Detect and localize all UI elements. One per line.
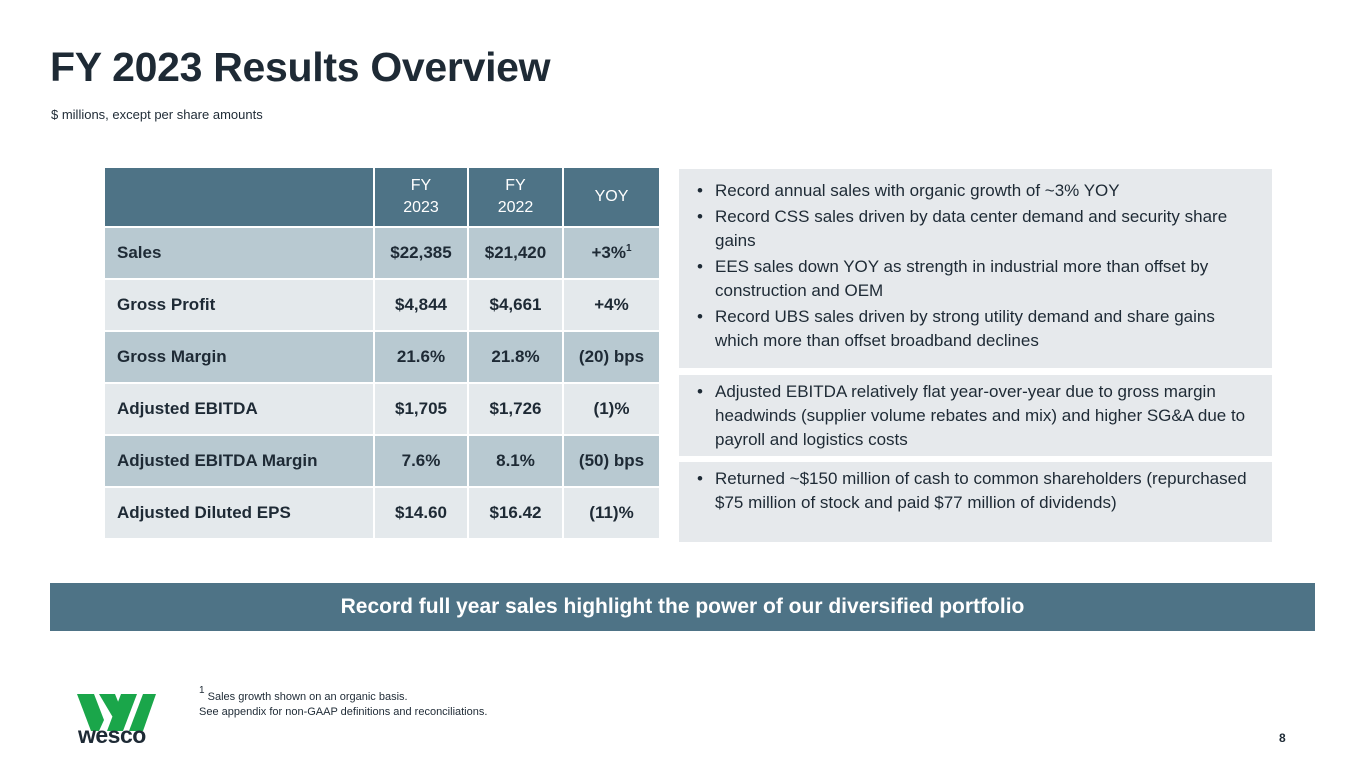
cell-fy2023: 21.6% [375, 332, 467, 382]
cell-fy2023: $4,844 [375, 280, 467, 330]
cell-fy2022: $16.42 [469, 488, 562, 538]
cell-yoy: (1)% [564, 384, 659, 434]
bullet-item: EES sales down YOY as strength in indust… [697, 255, 1258, 303]
row-label: Gross Margin [105, 332, 373, 382]
table-row-adjusted-diluted-eps: Adjusted Diluted EPS $14.60 $16.42 (11)% [105, 488, 659, 538]
page-number: 8 [1279, 731, 1286, 745]
table-row-gross-margin: Gross Margin 21.6% 21.8% (20) bps [105, 332, 659, 382]
header-fy2022-line2: 2022 [497, 199, 534, 216]
cell-yoy: +4% [564, 280, 659, 330]
cell-fy2023: 7.6% [375, 436, 467, 486]
header-fy2023-line1: FY [410, 177, 432, 194]
cell-fy2023: $14.60 [375, 488, 467, 538]
footnote: 1 Sales growth shown on an organic basis… [199, 683, 487, 720]
header-fy2022: FY 2022 [469, 168, 562, 226]
table-row-sales: Sales $22,385 $21,420 +3%1 [105, 228, 659, 278]
wesco-logo-icon [77, 694, 156, 731]
bullet-item: Returned ~$150 million of cash to common… [697, 467, 1258, 515]
cell-fy2023: $22,385 [375, 228, 467, 278]
ebitda-commentary-panel: Adjusted EBITDA relatively flat year-ove… [679, 375, 1272, 456]
table-header-corner [105, 168, 373, 226]
cell-yoy-value: +3% [591, 243, 626, 262]
bullet-item: Record CSS sales driven by data center d… [697, 205, 1258, 253]
row-label: Gross Profit [105, 280, 373, 330]
footnote-line-1: 1 Sales growth shown on an organic basis… [199, 683, 487, 705]
header-fy2023-line2: 2023 [403, 199, 439, 216]
cell-fy2022: $21,420 [469, 228, 562, 278]
row-label: Adjusted Diluted EPS [105, 488, 373, 538]
sales-commentary-panel: Record annual sales with organic growth … [679, 169, 1272, 368]
results-table: FY 2023 FY 2022 YOY Sales $22,385 $21,420 … [103, 166, 661, 540]
row-label: Sales [105, 228, 373, 278]
bullet-item: Record UBS sales driven by strong utilit… [697, 305, 1258, 353]
cell-fy2022: $4,661 [469, 280, 562, 330]
cell-fy2023: $1,705 [375, 384, 467, 434]
cell-yoy: +3%1 [564, 228, 659, 278]
header-fy2023: FY 2023 [375, 168, 467, 226]
table-row-gross-profit: Gross Profit $4,844 $4,661 +4% [105, 280, 659, 330]
cell-yoy: (50) bps [564, 436, 659, 486]
page-subtitle: $ millions, except per share amounts [51, 107, 263, 122]
wesco-logo-text: wesco [78, 722, 146, 748]
table-header-row: FY 2023 FY 2022 YOY [105, 168, 659, 226]
cell-fy2022: 21.8% [469, 332, 562, 382]
footnote-text-1: Sales growth shown on an organic basis. [207, 691, 408, 703]
footnote-marker: 1 [625, 243, 632, 254]
cell-fy2022: 8.1% [469, 436, 562, 486]
row-label: Adjusted EBITDA [105, 384, 373, 434]
header-yoy: YOY [564, 168, 659, 226]
header-fy2022-line1: FY [505, 177, 526, 194]
page-title: FY 2023 Results Overview [50, 44, 551, 90]
cash-commentary-panel: Returned ~$150 million of cash to common… [679, 462, 1272, 542]
highlight-banner: Record full year sales highlight the pow… [50, 583, 1315, 631]
table-row-adjusted-ebitda: Adjusted EBITDA $1,705 $1,726 (1)% [105, 384, 659, 434]
bullet-item: Record annual sales with organic growth … [697, 179, 1258, 203]
footnote-line-2: See appendix for non-GAAP definitions an… [199, 706, 488, 718]
cell-yoy: (11)% [564, 488, 659, 538]
table-row-adjusted-ebitda-margin: Adjusted EBITDA Margin 7.6% 8.1% (50) bp… [105, 436, 659, 486]
cell-fy2022: $1,726 [469, 384, 562, 434]
footnote-marker: 1 [199, 685, 205, 696]
cell-yoy: (20) bps [564, 332, 659, 382]
row-label: Adjusted EBITDA Margin [105, 436, 373, 486]
bullet-item: Adjusted EBITDA relatively flat year-ove… [697, 380, 1258, 452]
